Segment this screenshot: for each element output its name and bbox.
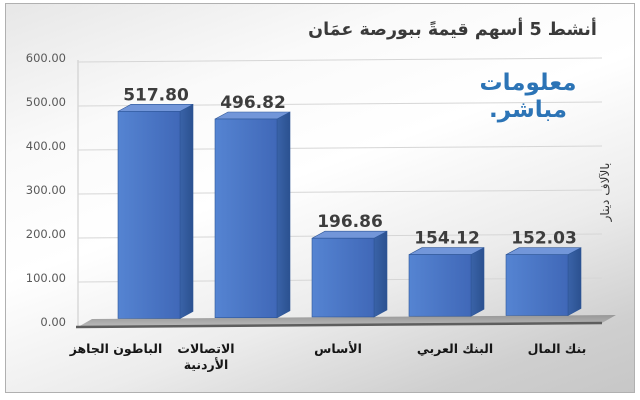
y-axis-tick-label: 400.00 [26, 139, 66, 153]
bar-top-face [117, 104, 194, 112]
x-axis-category-label: البنك العربي [417, 341, 493, 356]
bar-front-face [117, 111, 181, 319]
y-axis-tick-label: 100.00 [26, 271, 66, 285]
watermark-logo: معلومات مباشر. [468, 70, 588, 124]
bar-value-label: 196.86 [317, 212, 383, 232]
watermark-line-2: مباشر. [489, 97, 567, 123]
y-axis-tick-label: 600.00 [26, 51, 66, 65]
bar-value-label: 517.80 [123, 85, 189, 105]
bar-value-label: 496.82 [220, 93, 286, 113]
chart-title: أنشط 5 أسهم قيمةً ببورصة عمَان [308, 20, 597, 40]
bar-top-face [408, 247, 485, 255]
bar-value-label: 154.12 [414, 229, 480, 249]
y-axis-tick-label: 500.00 [26, 95, 66, 109]
watermark-line-1: معلومات [479, 70, 577, 96]
bar-front-face [214, 118, 278, 319]
gridline [77, 57, 603, 63]
bar-top-face [214, 111, 291, 120]
chart-floor [78, 315, 616, 327]
chart-card [5, 3, 635, 393]
bar-top-face [505, 247, 582, 255]
bar-front-face [505, 254, 569, 316]
y-axis-tick-label: 200.00 [26, 227, 66, 241]
x-axis-category-label: الأساس [314, 341, 362, 356]
bar-front-face [311, 237, 375, 318]
x-axis-category-label: الاتصالات الأردنية [177, 341, 234, 372]
bar-side-face [567, 247, 582, 316]
bar-side-face [276, 111, 291, 319]
y-axis-tick-label: 300.00 [26, 183, 66, 197]
y-axis-tick-label: 0.00 [40, 315, 66, 329]
bar-side-face [470, 247, 485, 317]
x-axis-category-label: الباطون الجاهز [69, 341, 163, 356]
x-axis-line [75, 321, 603, 329]
bar-top-face [311, 230, 388, 239]
x-axis-category-label: بنك المال [528, 341, 587, 356]
bar-front-face [408, 254, 472, 317]
y-axis-title: بالآلاف دينار [598, 163, 613, 223]
bar-side-face [179, 103, 194, 319]
bar-side-face [373, 230, 388, 318]
bar-value-label: 152.03 [511, 229, 577, 249]
